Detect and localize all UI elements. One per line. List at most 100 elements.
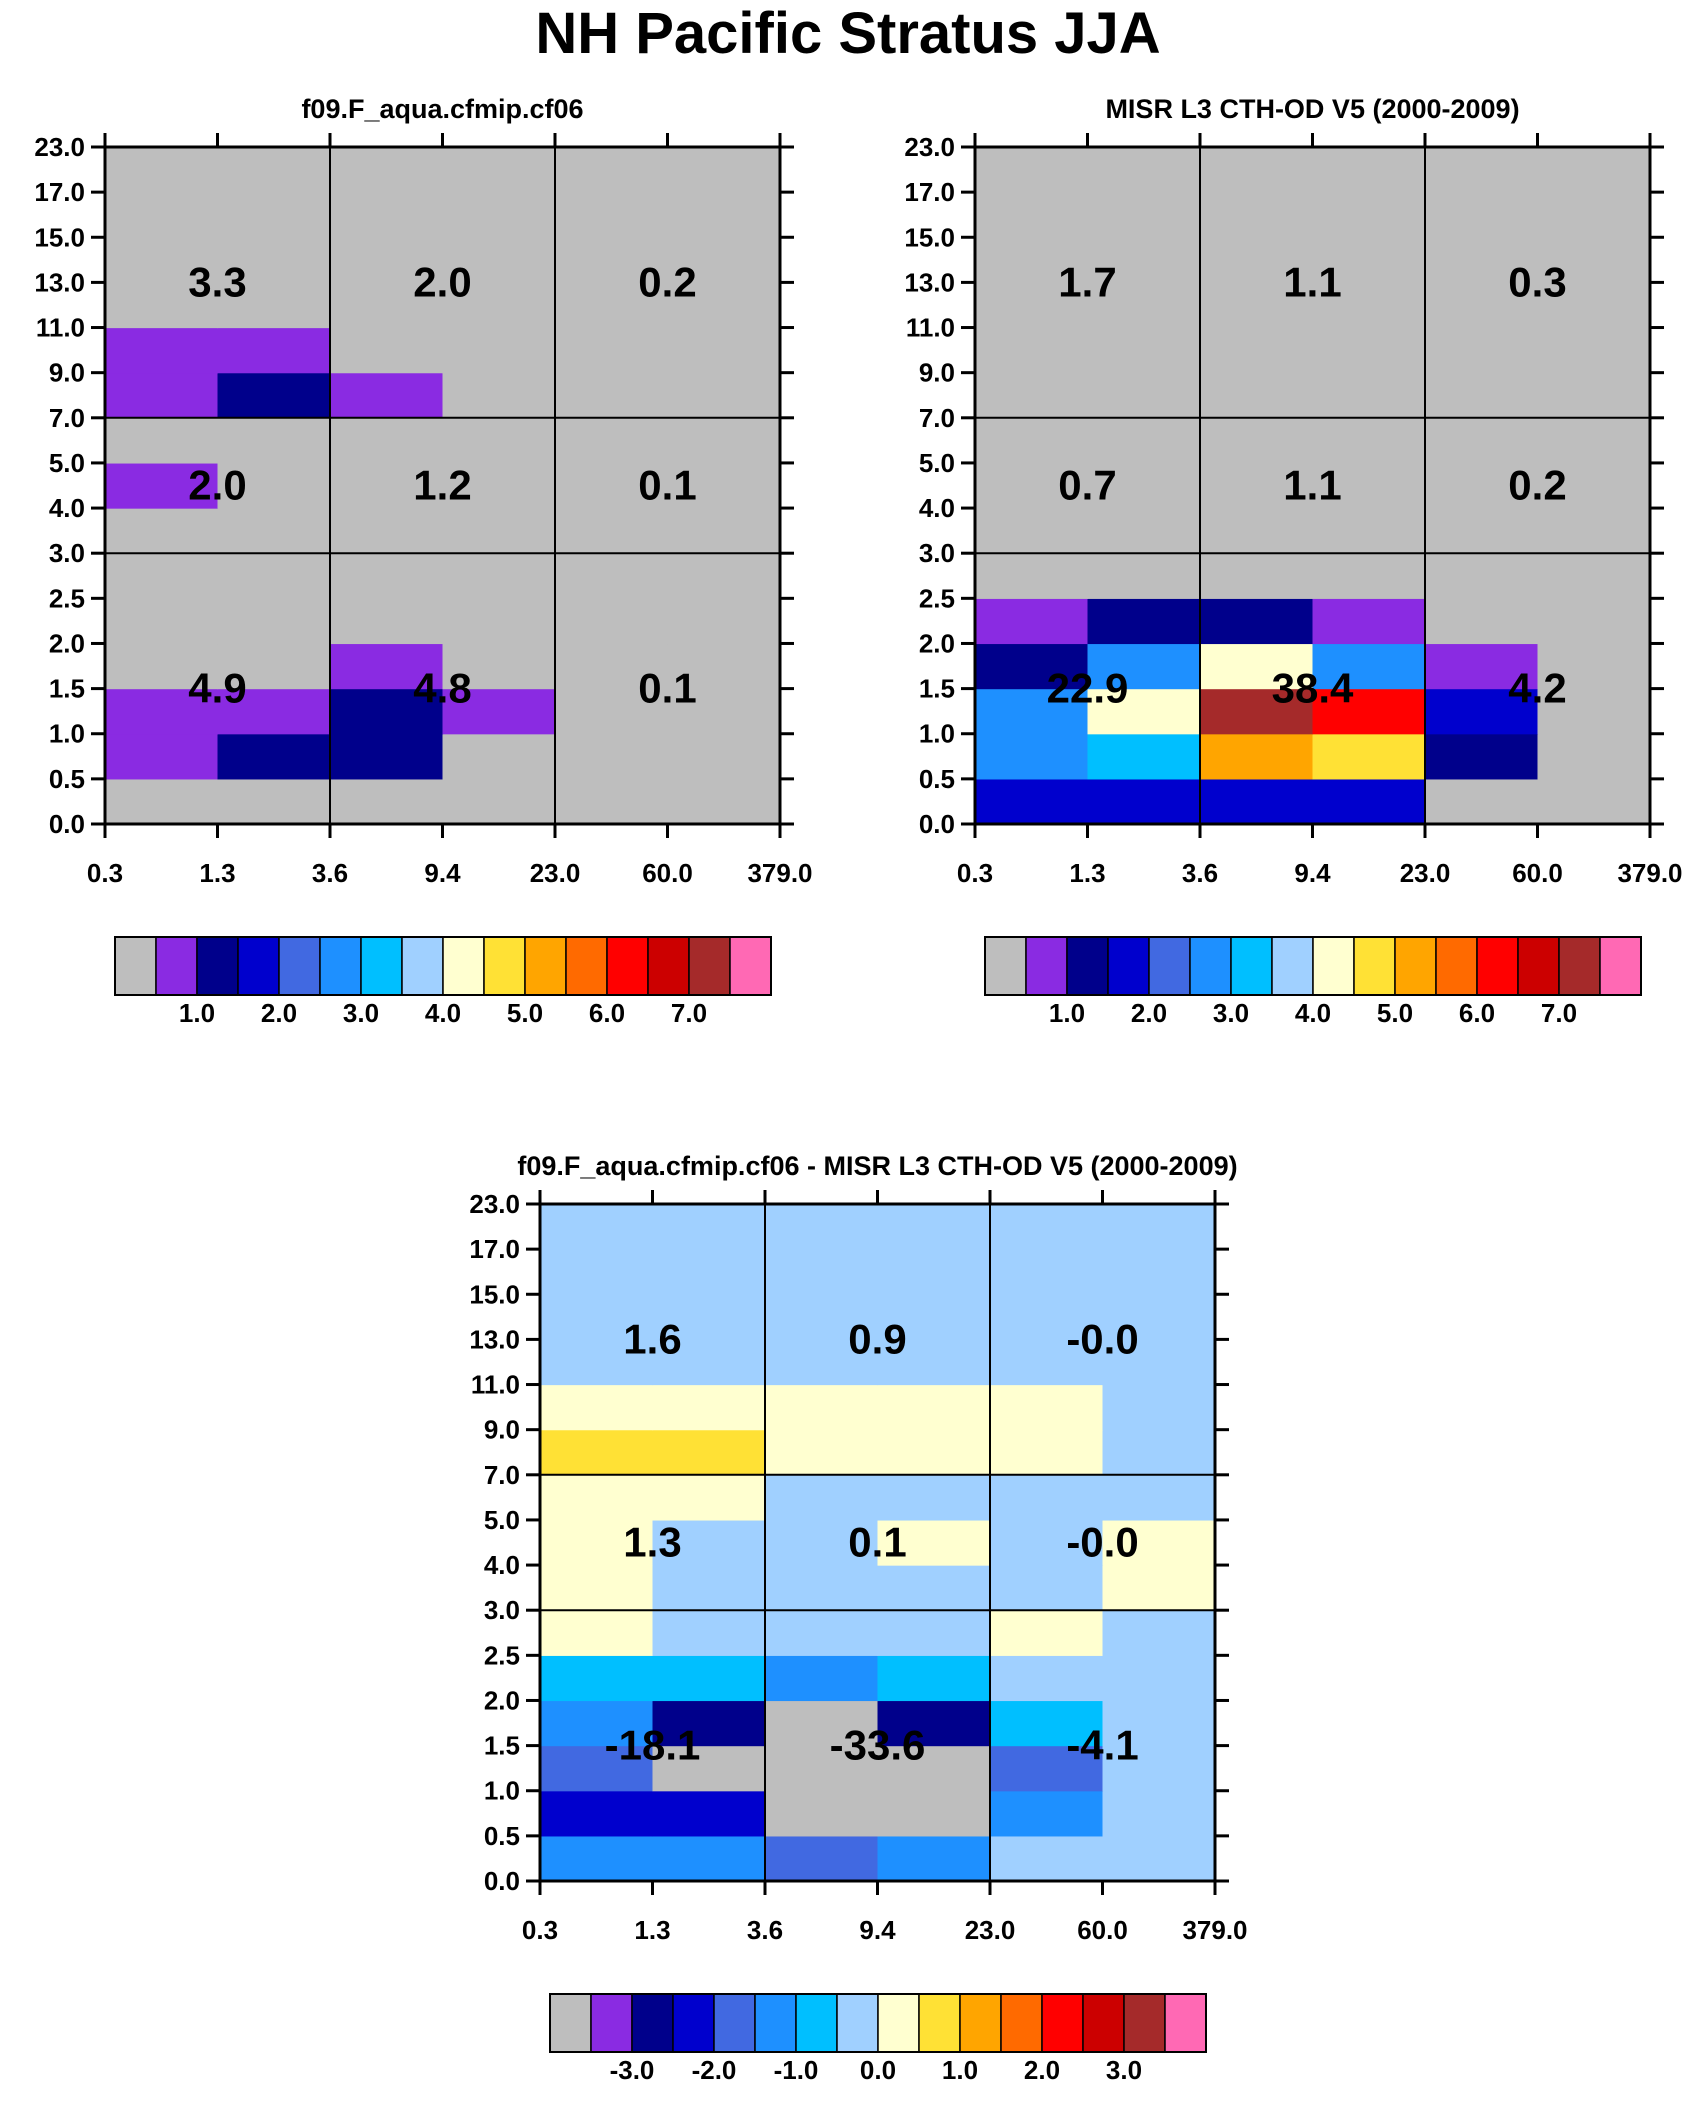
heatmap-cell — [990, 1835, 1104, 1882]
heatmap-cell — [555, 192, 669, 238]
heatmap-cell — [540, 1429, 654, 1476]
heatmap-cell — [652, 1700, 766, 1747]
heatmap-cell — [877, 1745, 991, 1792]
heatmap-cell — [330, 372, 444, 419]
colorbar-label: 6.0 — [589, 998, 625, 1028]
y-tick-label: 23.0 — [469, 1189, 520, 1219]
x-tick-label: 23.0 — [965, 1915, 1016, 1945]
heatmap-cell — [1425, 733, 1539, 780]
heatmap-cell — [442, 688, 556, 735]
y-tick-label: 15.0 — [469, 1279, 520, 1309]
region-value-label: 0.7 — [1058, 462, 1116, 509]
colorbar-label: 7.0 — [671, 998, 707, 1028]
colorbar-box — [688, 936, 731, 996]
x-tick-label: 0.3 — [87, 858, 123, 888]
heatmap-cell — [1425, 417, 1539, 464]
heatmap-cell — [975, 417, 1089, 464]
colorbar-box — [237, 936, 280, 996]
heatmap-cell — [1200, 643, 1314, 690]
panel-obs: MISR L3 CTH-OD V5 (2000-2009) 0.3 1.3 3.6 9.… — [904, 94, 1682, 1028]
region-value-label: -4.1 — [1066, 1722, 1138, 1769]
heatmap-cell — [105, 553, 219, 599]
heatmap-cell — [975, 237, 1089, 283]
heatmap-cell — [1425, 598, 1539, 645]
heatmap-cell — [765, 1429, 879, 1476]
colorbar-label: 1.0 — [942, 2055, 978, 2085]
heatmap-cell — [990, 1745, 1104, 1792]
colorbar-box — [1066, 936, 1109, 996]
heatmap-cell — [555, 508, 669, 554]
x-tick-label: 9.4 — [1294, 858, 1331, 888]
heatmap-cell — [765, 1835, 879, 1882]
heatmap-cell — [1312, 508, 1426, 554]
heatmap-cell — [330, 688, 444, 735]
panel-model: f09.F_aqua.cfmip.cf06 0.3 1.3 3.6 9.4 23.0 60.… — [34, 94, 812, 1028]
heatmap-cell — [975, 508, 1089, 554]
heatmap-cell — [442, 147, 556, 193]
heatmap-cell — [1087, 192, 1201, 238]
heatmap-cell — [765, 1294, 879, 1340]
heatmap-cell — [652, 1429, 766, 1476]
heatmap-cell — [105, 462, 219, 509]
y-tick-label: 1.5 — [49, 674, 85, 704]
heatmap-cell — [540, 1384, 654, 1431]
colorbar-box — [1025, 936, 1068, 996]
heatmap-cell — [330, 778, 444, 825]
heatmap-cell — [555, 553, 669, 599]
heatmap-cell — [1537, 778, 1651, 825]
region-value-label: -33.6 — [830, 1722, 926, 1769]
colorbar-box — [401, 936, 444, 996]
heatmap-cell — [1200, 598, 1314, 645]
heatmap-cell — [217, 372, 331, 419]
region-value-label: -0.0 — [1066, 1519, 1138, 1566]
colorbar-box — [1000, 1993, 1043, 2053]
heatmap-cell — [1425, 147, 1539, 193]
panel-diff: f09.F_aqua.cfmip.cf06 - MISR L3 CTH-OD V… — [469, 1151, 1247, 2085]
heatmap-cell — [975, 282, 1089, 329]
heatmap-cell — [555, 778, 669, 825]
colorbar-frame — [114, 936, 772, 996]
heatmap-cell — [1200, 192, 1314, 238]
heatmap-cell — [765, 1655, 879, 1702]
heatmap-cell — [877, 1565, 991, 1611]
y-tick-label: 7.0 — [919, 403, 955, 433]
y-tick-label: 17.0 — [469, 1234, 520, 1264]
x-tick-label: 3.6 — [312, 858, 348, 888]
region-value-label: 0.9 — [848, 1315, 906, 1362]
region-value-label: 38.4 — [1272, 665, 1354, 712]
heatmap-cell — [540, 1519, 654, 1566]
y-tick-label: 5.0 — [49, 448, 85, 478]
heatmap-cell — [1312, 147, 1426, 193]
heatmap-cell — [1200, 553, 1314, 599]
heatmap-cell — [990, 1474, 1104, 1521]
heatmap-cell — [555, 282, 669, 329]
y-tick-label: 0.5 — [484, 1821, 520, 1851]
heatmap-cell — [1102, 1790, 1216, 1837]
heatmap-cell — [217, 553, 331, 599]
panel-title: MISR L3 CTH-OD V5 (2000-2009) — [1105, 94, 1519, 124]
heatmap-cell — [217, 192, 331, 238]
heatmap-cell — [1087, 147, 1201, 193]
heatmap-cell — [877, 1294, 991, 1340]
y-tick-label: 1.5 — [919, 674, 955, 704]
heatmap-cell — [1087, 598, 1201, 645]
panel-title: f09.F_aqua.cfmip.cf06 - MISR L3 CTH-OD V… — [517, 1151, 1237, 1181]
heatmap-cell — [1312, 282, 1426, 329]
heatmap-cell — [105, 733, 219, 780]
heatmap-cell — [667, 733, 781, 780]
region-value-label: 1.3 — [623, 1519, 681, 1566]
heatmap-cell — [975, 327, 1089, 374]
heatmap-cell — [1087, 462, 1201, 509]
heatmap-cell — [1312, 192, 1426, 238]
heatmap-cell — [652, 1249, 766, 1295]
y-tick-label: 2.5 — [49, 583, 85, 613]
heatmap-cell — [555, 643, 669, 690]
heatmap-cell — [1425, 643, 1539, 690]
heatmap-cell — [652, 1565, 766, 1611]
heatmap-cell — [1087, 372, 1201, 419]
heatmap-cell — [105, 282, 219, 329]
y-tick-label: 0.0 — [484, 1866, 520, 1896]
y-tick-label: 2.0 — [484, 1685, 520, 1715]
y-tick-label: 17.0 — [904, 177, 955, 207]
region-value-label: 0.1 — [638, 462, 696, 509]
